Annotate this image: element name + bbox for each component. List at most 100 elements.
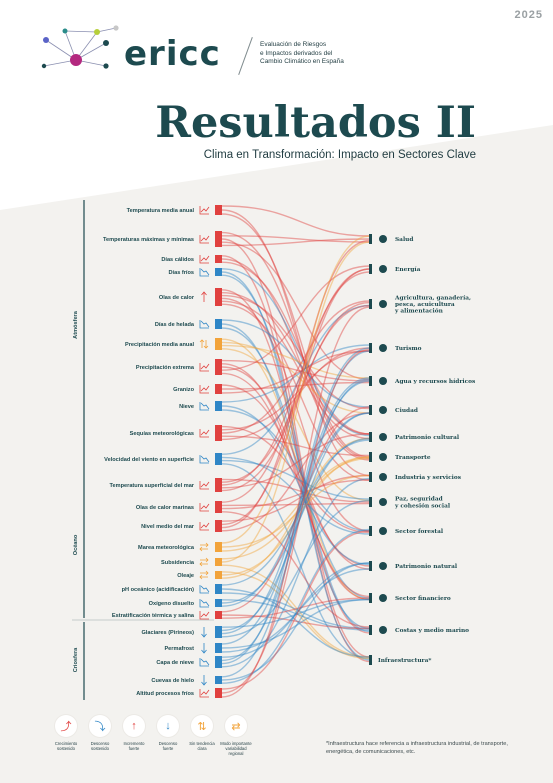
impact-link [221,268,371,526]
up-trend-icon [199,522,210,531]
strong-down-trend-icon [201,675,207,686]
up-trend-icon [199,481,210,490]
battery-icon [379,265,387,273]
impact-link [221,474,371,548]
sector-node [369,655,372,665]
impact-link [221,350,371,431]
down-legend-icon: ⤵ [89,715,111,737]
driver-bar [215,384,222,394]
impact-link [221,300,371,440]
impact-link [221,304,371,483]
sector-node [369,526,372,536]
driver-bar [215,611,222,619]
down-trend-icon [199,455,210,464]
variable-trend-icon [199,557,209,567]
strong-down-legend-icon: ↓ [157,715,179,737]
down-trend-icon [199,320,210,329]
year-label: 2025 [514,9,543,21]
impact-link [221,474,371,522]
impact-link [221,528,371,684]
sector-node [369,264,372,274]
impact-link [221,378,371,662]
impact-link [221,319,371,408]
driver-bar [215,478,222,492]
impact-link [221,439,371,586]
impact-link [221,409,371,532]
driver-label: pH oceánico (acidificación) [122,587,195,593]
driver-label: Precipitación extrema [136,365,195,371]
driver-label: Días cálidos [161,257,194,263]
impact-link [221,412,371,632]
impact-link [221,588,371,658]
driver-bar [215,319,222,329]
legend-label: Sin tendencia clara [189,741,215,751]
sector-label: y cohesión social [394,502,451,509]
impact-link [221,457,371,560]
impact-link [221,477,371,668]
variable-trend-icon [199,542,209,552]
impact-link [221,205,371,237]
driver-label: Días fríos [169,270,195,276]
legend-item: ↓ Descenso fuerte [150,715,186,751]
driver-label: Sequías meteorológicas [130,431,194,437]
impact-link [221,344,371,379]
driver-bar [215,231,222,247]
driver-bar [215,571,222,579]
impact-link [221,372,371,598]
driver-label: Nieve [179,404,194,410]
driver-label: Olas de calor [159,295,195,301]
sector-node [369,405,372,415]
group-label: Océano [73,534,79,555]
up-trend-icon [199,235,210,244]
sector-node [369,452,372,462]
impact-link [221,350,371,394]
variable-trend-icon [199,570,209,580]
driver-label: Días de helada [155,322,195,328]
driver-bar [215,338,222,350]
driver-bar [215,542,222,552]
impact-link [221,294,371,410]
impact-link [221,499,371,638]
impact-link [221,303,371,481]
impact-link [221,433,371,489]
coast-icon [379,626,387,634]
impact-link [221,562,371,681]
down-trend-icon [199,599,210,608]
sector-node [369,625,372,635]
impact-link [221,235,371,544]
driver-bar [215,584,222,594]
impact-link [221,338,371,601]
sector-label: pesca, acuicultura [395,302,455,308]
legend-label: Descenso fuerte [158,741,178,751]
down-trend-icon [199,402,210,411]
legend-item: ⇅ Sin tendencia clara [184,715,220,751]
impact-link [221,268,371,503]
sector-label: Agricultura, ganadería, [394,294,471,301]
driver-bar [215,599,222,607]
up-trend-icon [199,429,210,438]
driver-bar [215,656,222,668]
impact-link [221,405,371,566]
page-subtitle: Clima en Transformación: Impacto en Sect… [203,149,476,161]
sector-label: Costas y medio marino [395,628,469,634]
impact-link [221,598,371,649]
impact-link [221,304,371,455]
driver-label: Cuevas de hielo [151,678,194,684]
impact-link [221,614,371,630]
no-trend-trend-icon [199,339,209,349]
impact-link [221,425,371,534]
people-icon [379,498,387,506]
factory-icon [379,473,387,481]
impact-link [221,412,371,607]
driver-bar [215,425,222,441]
impact-link [221,571,371,660]
strong-down-trend-icon [201,627,207,638]
impact-link [221,344,371,403]
impact-link [221,463,371,660]
impact-link [221,347,371,441]
sector-label: Sector financiero [395,596,451,602]
driver-label: Oxígeno disuelto [149,601,195,607]
no-trend-legend-icon: ⇅ [191,715,213,737]
sector-label: Salud [395,237,413,243]
impact-link [221,435,371,457]
